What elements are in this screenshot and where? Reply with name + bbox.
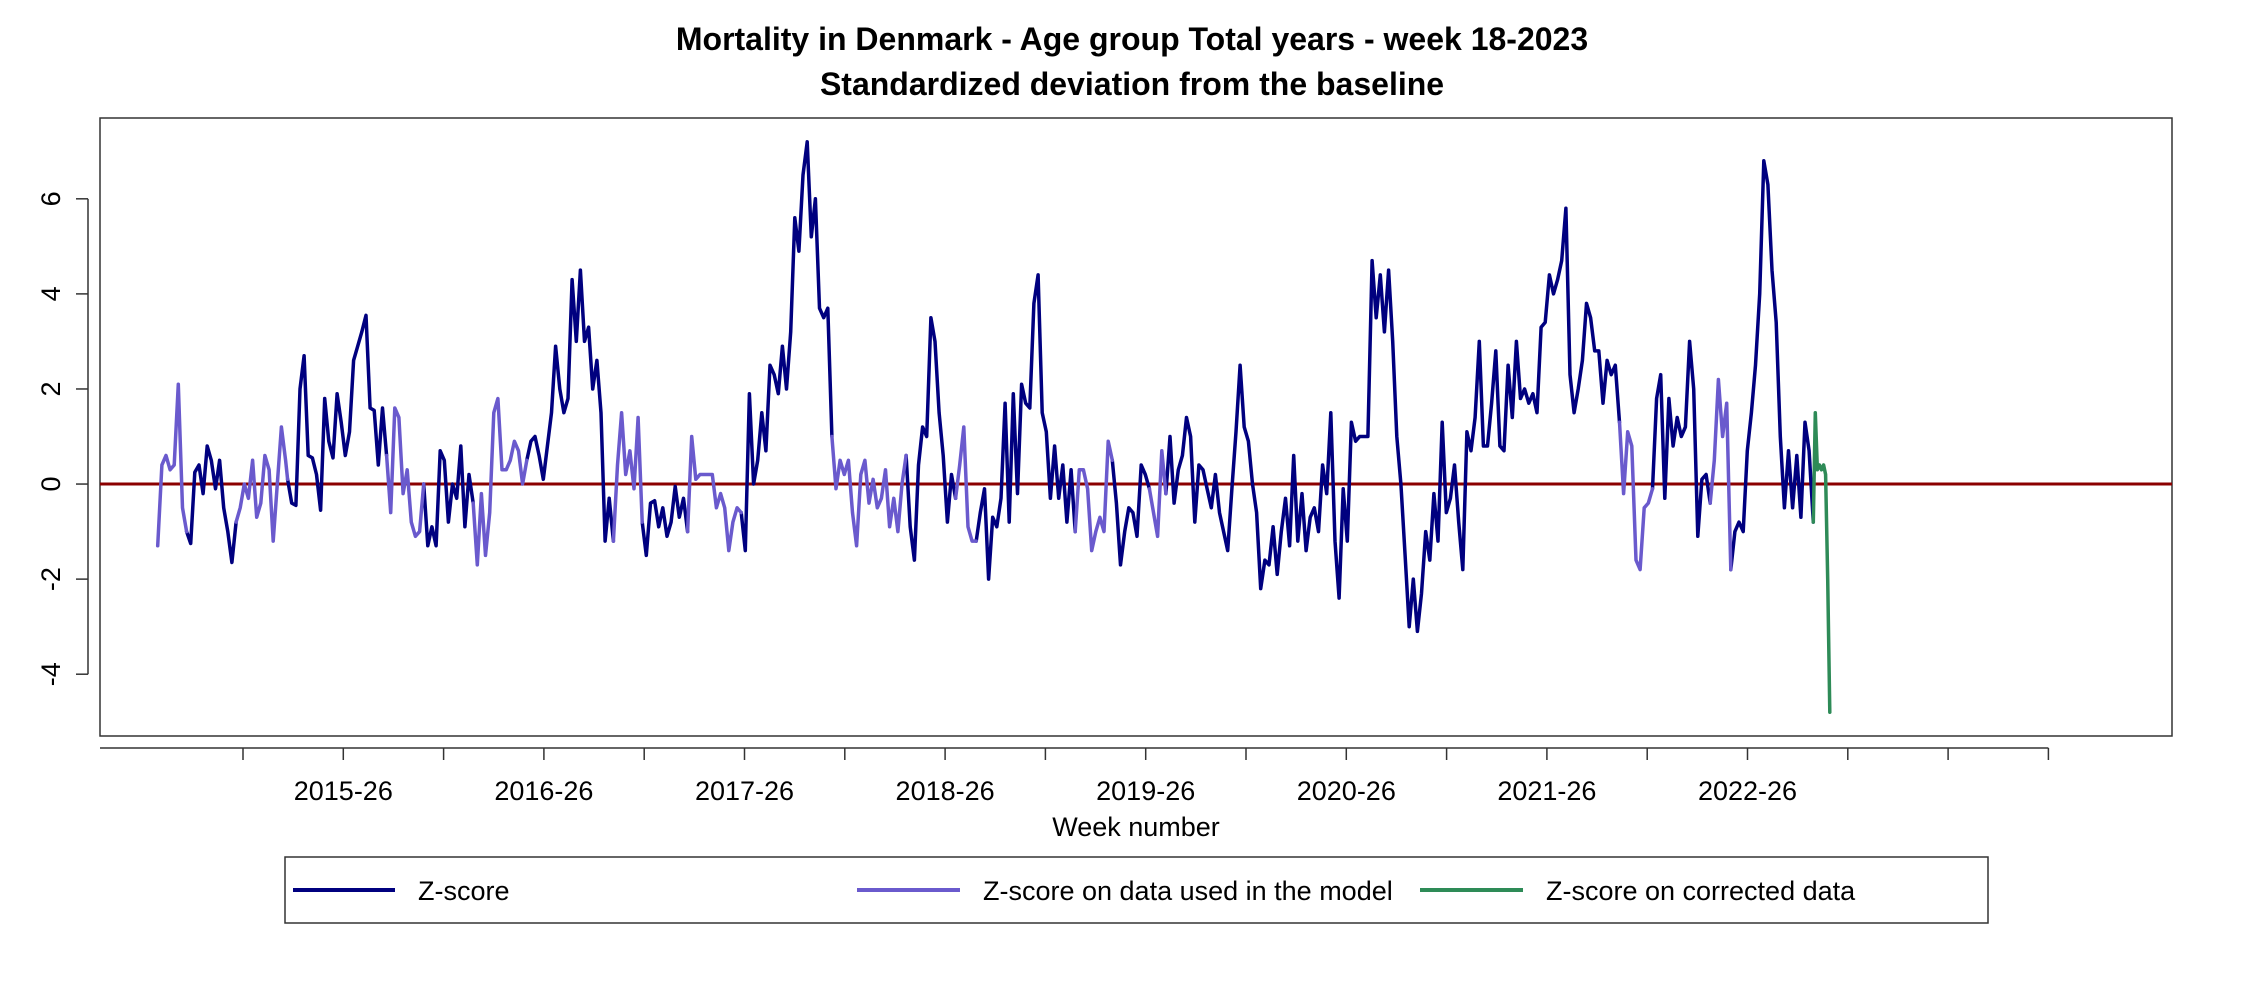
series-line-z-score (1729, 159, 1816, 572)
series-line-z-score-on-data-used-in-the-model (471, 396, 529, 567)
x-tick-label: 2020-26 (1297, 776, 1396, 806)
series-line-z-score (1110, 458, 1152, 567)
series-line-z-score-on-data-used-in-the-model (155, 382, 189, 548)
series-line-z-score (1164, 206, 1622, 634)
series-line-z-score (640, 484, 690, 558)
x-tick-label: 2015-26 (294, 776, 393, 806)
series-line-z-score (184, 444, 238, 565)
legend-label-model-data: Z-score on data used in the model (983, 876, 1393, 906)
series-line-z-score-on-data-used-in-the-model (1147, 449, 1168, 539)
legend: Z-score Z-score on data used in the mode… (284, 856, 1989, 924)
chart-title: Mortality in Denmark - Age group Total y… (676, 21, 1588, 57)
legend-box (284, 856, 1989, 924)
series-line-z-score (974, 273, 1077, 581)
series-line-z-score (421, 444, 475, 548)
series-line-z-score-on-corrected-data (1811, 410, 1832, 714)
series-line-z-score-on-data-used-in-the-model (1617, 420, 1655, 572)
series-line-z-score (739, 140, 834, 553)
series-line-z-score-on-data-used-in-the-model (830, 434, 908, 548)
series-line-z-score-on-data-used-in-the-model (1073, 439, 1115, 553)
y-axis: -4 -2 0 2 4 6 (36, 191, 89, 686)
series-line-z-score (285, 313, 389, 512)
x-tick-label: 2017-26 (695, 776, 794, 806)
x-tick-label: 2019-26 (1096, 776, 1195, 806)
x-tick-label: 2022-26 (1698, 776, 1797, 806)
y-tick-label: 6 (36, 191, 66, 206)
series-line-z-score-on-data-used-in-the-model (611, 410, 644, 543)
y-tick-label: 4 (36, 286, 66, 301)
series-line-z-score (525, 268, 616, 543)
legend-label-corrected-data: Z-score on corrected data (1546, 876, 1856, 906)
y-tick-label: -4 (36, 662, 66, 686)
series-line-z-score-on-data-used-in-the-model (384, 406, 426, 539)
x-axis-title: Week number (1052, 812, 1220, 842)
chart-subtitle: Standardized deviation from the baseline (820, 66, 1444, 102)
x-tick-label: 2018-26 (896, 776, 995, 806)
y-tick-label: 0 (36, 477, 66, 492)
series-line-z-score (904, 315, 958, 562)
x-axis: 2015-26 2016-26 2017-26 2018-26 2019-26 2020-… (100, 747, 2050, 806)
y-tick-label: -2 (36, 567, 66, 591)
series-layer (155, 140, 1832, 714)
legend-label-z-score: Z-score (418, 876, 510, 906)
series-line-z-score-on-data-used-in-the-model (685, 434, 743, 553)
plot-frame (99, 117, 2173, 737)
x-tick-label: 2021-26 (1497, 776, 1596, 806)
y-tick-label: 2 (36, 381, 66, 396)
series-line-z-score-on-data-used-in-the-model (234, 425, 290, 543)
series-line-z-score (1650, 339, 1712, 539)
series-line-z-score-on-data-used-in-the-model (953, 425, 978, 543)
x-tick-label: 2016-26 (494, 776, 593, 806)
series-line-z-score-on-data-used-in-the-model (1708, 377, 1733, 572)
